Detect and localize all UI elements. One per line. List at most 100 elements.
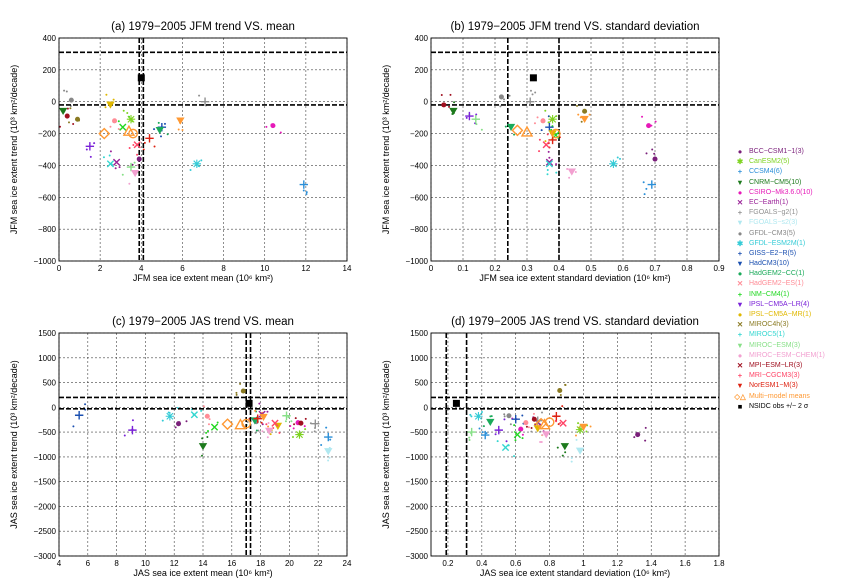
run-point [254, 409, 257, 412]
legend-item: ✕ EC−Earth(1) [734, 198, 844, 208]
x-tick-label: 0 [57, 264, 62, 273]
multi-model-mean-marker [538, 418, 551, 430]
run-point [305, 192, 308, 195]
chart-panel-2: 0 0.1 0.2 0.3 0.4 0.5 0.6 0.7 0.8 0.9 −1000 −800 −60… [381, 21, 725, 283]
run-point [482, 425, 485, 428]
y-tick-label: −600 [38, 193, 57, 202]
run-point [533, 122, 536, 125]
y-tick-label: −1000 [34, 257, 57, 266]
run-point [645, 187, 648, 190]
triangle-down-icon: ▼ [736, 177, 744, 187]
run-point [265, 423, 268, 426]
legend-item: ▼ CNRM−CM5(10) [734, 178, 844, 188]
run-point [570, 457, 573, 460]
model-mean-marker [481, 430, 490, 440]
run-point [108, 154, 111, 157]
dot-icon: ● [737, 228, 743, 238]
run-point [142, 148, 145, 151]
model-mean-marker [176, 421, 182, 427]
run-point [126, 111, 129, 114]
run-point [72, 122, 75, 125]
run-point [505, 440, 508, 443]
run-point [481, 431, 484, 434]
y-tick-label: 500 [415, 379, 429, 388]
model-mean-marker [575, 447, 585, 455]
run-point [239, 382, 242, 385]
model-mean-marker [85, 142, 95, 151]
run-point [163, 122, 166, 125]
model-mean-marker [542, 141, 550, 149]
multi-model-mean-marker [550, 128, 561, 139]
legend-item: ✱ GFDL−ESM2M(1) [734, 239, 844, 249]
y-tick-label: −2500 [34, 527, 57, 536]
run-point [166, 133, 169, 136]
y-tick-label: −500 [38, 428, 57, 437]
model-mean-marker [282, 411, 291, 420]
model-mean-marker [498, 94, 504, 100]
run-point [530, 427, 533, 430]
run-point [246, 420, 249, 423]
run-point [480, 128, 483, 131]
model-mean-marker [324, 432, 333, 442]
run-point [509, 423, 512, 426]
cross-icon: ✕ [736, 360, 744, 370]
run-point [121, 173, 124, 176]
model-mean-marker [265, 427, 274, 435]
model-mean-marker [518, 426, 524, 432]
panel-title: (b) 1979−2005 JFM trend VS. standard dev… [451, 21, 700, 33]
chart-panel-4: 0.2 0.4 0.6 0.8 1 1.2 1.4 1.6 1.8 −3000 −2500 −2000… [381, 316, 725, 578]
legend-item: ✱ CanESM2(5) [734, 157, 844, 167]
run-point [541, 433, 544, 436]
dot-icon: ● [737, 310, 743, 319]
run-point [633, 436, 636, 439]
model-mean-marker [552, 412, 561, 421]
run-point [449, 93, 452, 96]
x-tick-label: 0.6 [617, 264, 629, 273]
model-mean-marker [106, 160, 115, 168]
legend-item: ● CSIRO−Mk3.6.0(10) [734, 188, 844, 198]
model-mean-marker [506, 413, 512, 419]
run-point [267, 421, 270, 424]
legend-label: MRI−CGCM3(3) [749, 372, 800, 380]
model-mean-marker [501, 443, 510, 452]
run-point [266, 436, 269, 439]
y-tick-label: −600 [410, 193, 429, 202]
x-tick-label: 14 [343, 264, 352, 273]
run-point [305, 191, 308, 194]
x-tick-label: 0.2 [489, 264, 501, 273]
model-mean-marker [324, 448, 333, 456]
run-point [555, 171, 558, 174]
legend-item: ● IPSL−CM5A−MR(1) [734, 310, 844, 320]
run-point [65, 90, 68, 93]
model-mean-marker [523, 420, 529, 426]
x-tick-label: 0.4 [476, 559, 488, 568]
run-point [200, 454, 203, 457]
legend: ● BCC−CSM1−1(3) ✱ CanESM2(5) + CCSM4(6) ▼ CNRM−… [734, 147, 844, 412]
model-mean-marker [647, 180, 656, 189]
run-point [327, 459, 330, 462]
chart-panel-3: 4 6 8 10 12 14 16 18 20 22 24 −3000 −2500 −2000 −1500 −… [9, 316, 352, 578]
model-mean-marker [165, 412, 175, 421]
y-tick-label: 1000 [410, 354, 428, 363]
y-tick-label: −1500 [406, 478, 429, 487]
legend-item: ✕ HadGEM2−ES(1) [734, 279, 844, 289]
legend-item: ■ NSIDC obs +/− 2 σ [734, 402, 844, 412]
model-mean-marker [176, 117, 185, 125]
multi-model-mean-marker [221, 418, 234, 431]
run-point [538, 138, 541, 141]
y-tick-label: −2000 [34, 502, 57, 511]
run-point [89, 155, 92, 158]
run-point [641, 115, 644, 118]
y-axis-label: JAS sea ice extent trend (10³ km²/decade… [381, 360, 391, 529]
run-point [564, 451, 567, 454]
legend-item: + MRI−CGCM3(3) [734, 371, 844, 381]
legend-item: ● HadGEM2−CC(1) [734, 269, 844, 279]
run-point [513, 133, 516, 136]
x-tick-label: 0.7 [649, 264, 661, 273]
plot-area [431, 38, 719, 261]
model-mean-marker [467, 427, 476, 437]
y-tick-label: −400 [38, 161, 57, 170]
y-tick-label: 200 [415, 66, 429, 75]
run-point [574, 434, 577, 437]
run-point [559, 421, 562, 424]
